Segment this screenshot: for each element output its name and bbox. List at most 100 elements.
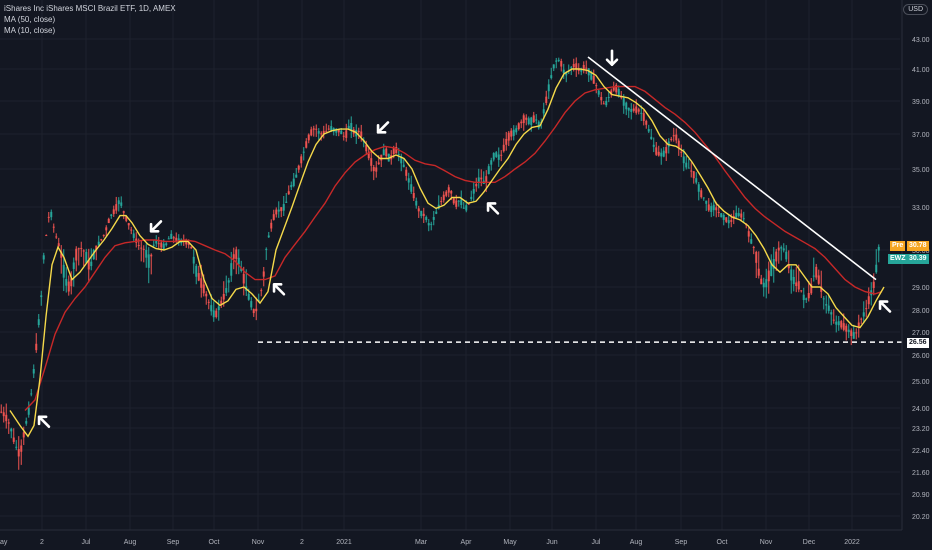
candle-down	[507, 132, 510, 141]
candle-up	[617, 88, 620, 97]
candle-down	[115, 204, 118, 211]
support-price-tag: 26.56	[907, 338, 929, 348]
candle-down	[172, 237, 175, 239]
candle-down	[797, 281, 800, 290]
currency-badge[interactable]: USD	[903, 4, 928, 15]
candle-up	[457, 200, 460, 202]
candle-up	[460, 199, 463, 205]
candle-up	[682, 156, 685, 164]
candle-down	[377, 162, 380, 165]
arrow-shape	[878, 300, 892, 313]
candle-down	[577, 69, 580, 71]
candle-down	[305, 141, 308, 148]
candle-down	[255, 308, 258, 312]
candle-down	[242, 273, 245, 284]
candle-up	[210, 305, 213, 312]
candle-down	[637, 109, 640, 112]
candle-down	[635, 106, 638, 113]
candle-up	[710, 206, 713, 212]
candle-down	[575, 63, 578, 70]
candle-down	[585, 67, 588, 69]
x-tick-label: Nov	[252, 539, 265, 546]
y-tick-label: 35.00	[912, 167, 930, 174]
candle-up	[170, 233, 173, 239]
candle-up	[737, 213, 740, 216]
candle-down	[442, 194, 445, 201]
candle-down	[57, 243, 60, 247]
candle-up	[790, 269, 793, 281]
candle-up	[647, 129, 650, 132]
y-tick-label: 20.90	[912, 492, 930, 499]
candle-up	[490, 160, 493, 165]
y-tick-label: 26.00	[912, 353, 930, 360]
price-axis: 43.00 41.00 39.00 37.00 35.00 33.00 30.00 29.00…	[901, 0, 930, 530]
arrow-shape	[376, 121, 390, 134]
candle-up	[167, 238, 170, 240]
x-tick-label: May	[503, 539, 517, 546]
last-price-tag: 30.39	[907, 254, 929, 264]
candle-down	[715, 207, 718, 211]
candle-up	[547, 84, 550, 92]
candle-down	[342, 135, 345, 137]
candle-up	[662, 150, 665, 157]
candle-down	[520, 121, 523, 124]
candle-up	[465, 205, 468, 211]
candle-down	[572, 64, 575, 68]
candle-up	[120, 202, 123, 206]
x-tick-label: Sep	[675, 539, 688, 546]
candle-down	[452, 198, 455, 204]
candle-down	[700, 190, 703, 198]
candle-up	[727, 220, 730, 224]
candle-down	[325, 130, 328, 132]
candle-up	[192, 256, 195, 264]
y-tick-label: 33.00	[912, 205, 930, 212]
candle-down	[747, 231, 750, 237]
candle-up	[330, 126, 333, 131]
candle-down	[190, 246, 193, 249]
candle-down	[717, 211, 720, 213]
candle-up	[735, 212, 738, 218]
candle-up	[427, 223, 430, 226]
candle-down	[850, 330, 853, 337]
candle-down	[855, 332, 858, 334]
candle-up	[290, 185, 293, 188]
trendline	[587, 56, 877, 281]
candle-up	[435, 211, 438, 214]
candle-up	[72, 262, 75, 269]
legend-ma10: MA (10, close)	[4, 26, 56, 35]
candle-up	[97, 241, 100, 246]
candle-down	[185, 239, 188, 245]
candle-down	[725, 217, 728, 222]
x-tick-label: Aug	[124, 539, 137, 546]
candle-up	[515, 128, 518, 133]
candle-down	[600, 96, 603, 101]
candle-up	[782, 248, 785, 251]
candle-down	[322, 130, 325, 135]
candle-up	[550, 75, 553, 79]
candle-up	[265, 248, 268, 250]
candle-up	[292, 178, 295, 186]
candle-down	[315, 128, 318, 130]
candle-down	[200, 278, 203, 288]
candle-up	[875, 264, 878, 273]
candle-down	[505, 138, 508, 145]
chart-legend: iShares Inc iShares MSCI Brazil ETF, 1D,…	[4, 3, 176, 36]
candle-up	[40, 295, 43, 298]
arrow-shape	[272, 283, 286, 296]
candle-up	[420, 210, 423, 217]
arrow-icon	[878, 300, 892, 313]
candle-down	[82, 250, 85, 252]
x-tick-label: ay	[0, 539, 8, 546]
y-tick-label: 29.00	[912, 285, 930, 292]
candle-down	[77, 248, 80, 250]
candle-up	[477, 177, 480, 182]
candle-up	[155, 240, 158, 244]
candle-down	[612, 86, 615, 91]
candle-up	[85, 251, 88, 263]
candle-down	[307, 134, 310, 141]
candle-down	[207, 301, 210, 303]
candle-up	[750, 239, 753, 244]
candle-down	[800, 290, 803, 292]
